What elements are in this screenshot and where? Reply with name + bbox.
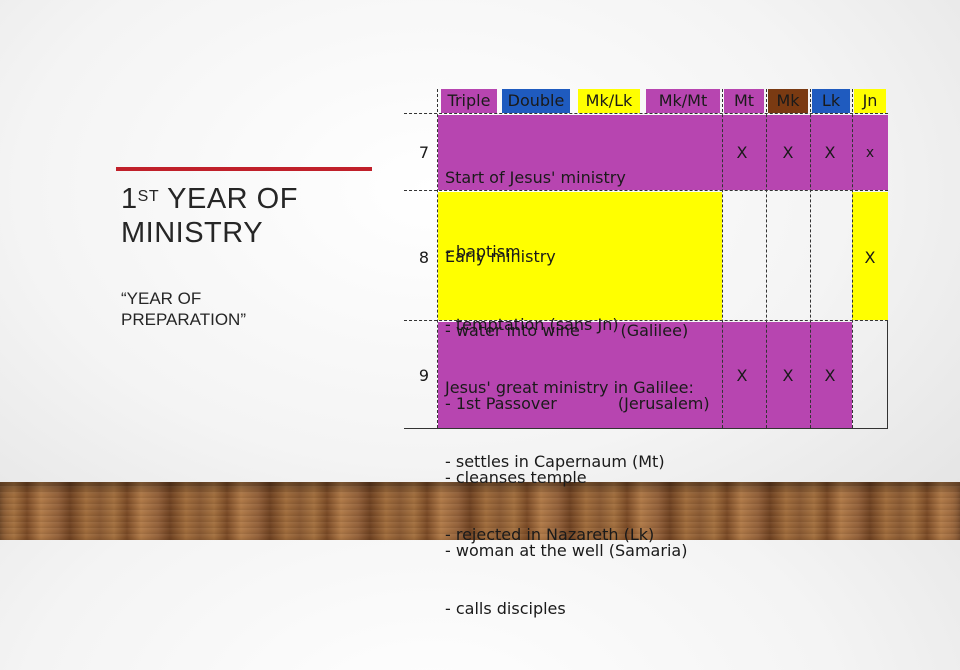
title-number: 1 bbox=[121, 183, 138, 215]
row-7-gospel-cells bbox=[722, 115, 888, 190]
grid-line-row-7-bottom bbox=[404, 190, 888, 191]
slide-subtitle: “YEAR OF PREPARATION” bbox=[121, 288, 246, 330]
header-double: Double bbox=[502, 89, 570, 113]
grid-line-col-mt bbox=[722, 89, 723, 428]
header-mk-mt: Mk/Mt bbox=[646, 89, 720, 113]
row-9-mk-mark: X bbox=[782, 366, 794, 385]
grid-line-header-bottom bbox=[404, 113, 888, 114]
row-7-mt-mark: X bbox=[736, 143, 748, 162]
row-9-lk-mark: X bbox=[824, 366, 836, 385]
row-7-jn-mark: x bbox=[865, 145, 875, 161]
grid-line-col-lk bbox=[810, 89, 811, 428]
row-9-mt-mark: X bbox=[736, 366, 748, 385]
title-line-2: MINISTRY bbox=[121, 217, 264, 249]
title-accent-rule bbox=[116, 167, 372, 171]
row-8-line-1: Early ministry bbox=[445, 247, 556, 266]
row-8-line-3: - 1st Passover (Jerusalem) bbox=[445, 394, 710, 413]
row-9-text: Jesus' great ministry in Galilee: - sett… bbox=[445, 327, 694, 670]
header-lk: Lk bbox=[812, 89, 850, 113]
row-8-line-4: - cleanses temple bbox=[445, 467, 587, 487]
title-line-1: YEAR OF bbox=[159, 183, 298, 215]
row-7-description-cell bbox=[438, 115, 722, 190]
header-jn: Jn bbox=[854, 89, 886, 113]
row-8-line-2: - water into wine (Galilee) bbox=[445, 320, 689, 340]
row-9-line-4: - calls disciples bbox=[445, 598, 566, 618]
row-7-line-3: - temptation (sans Jn) bbox=[445, 315, 619, 334]
slide-title: 1ST YEAR OF MINISTRY bbox=[121, 182, 298, 250]
gospel-harmony-table: Triple Double Mk/Lk Mk/Mt Mt Mk Lk Jn 7 … bbox=[404, 89, 888, 618]
row-7-line-1: Start of Jesus' ministry bbox=[445, 168, 626, 187]
row-8-jn-mark: X bbox=[864, 248, 876, 267]
grid-line-table-bottom bbox=[404, 428, 888, 429]
row-8-number: 8 bbox=[418, 248, 430, 267]
row-7-lk-mark: X bbox=[824, 143, 836, 162]
grid-line-col-number bbox=[437, 89, 438, 428]
wood-floor-decoration bbox=[0, 482, 960, 540]
row-9-line-1: Jesus' great ministry in Galilee: bbox=[445, 378, 694, 397]
header-triple: Triple bbox=[441, 89, 497, 113]
grid-line-col-mk bbox=[766, 89, 767, 428]
grid-line-col-jn bbox=[852, 89, 853, 428]
row-8-jn-cell bbox=[852, 192, 888, 320]
row-9-line-2: - settles in Capernaum (Mt) bbox=[445, 451, 665, 471]
grid-line-table-right bbox=[887, 320, 888, 428]
header-mt: Mt bbox=[724, 89, 764, 113]
subtitle-line-2: PREPARATION” bbox=[121, 310, 246, 329]
row-9-number: 9 bbox=[418, 366, 430, 385]
header-mk: Mk bbox=[768, 89, 808, 113]
row-7-text: Start of Jesus' ministry - baptism - tem… bbox=[445, 117, 626, 387]
row-7-number: 7 bbox=[418, 143, 430, 162]
subtitle-line-1: “YEAR OF bbox=[121, 289, 202, 308]
row-7-line-2: - baptism bbox=[445, 241, 521, 261]
title-ordinal-suffix: ST bbox=[137, 188, 160, 205]
row-9-line-3: - rejected in Nazareth (Lk) bbox=[445, 525, 655, 544]
row-8-description-cell bbox=[438, 192, 722, 320]
header-mk-lk: Mk/Lk bbox=[578, 89, 640, 113]
row-9-description-cell bbox=[438, 322, 722, 428]
grid-line-row-8-bottom bbox=[404, 320, 888, 321]
row-7-mk-mark: X bbox=[782, 143, 794, 162]
row-9-gospel-cells bbox=[722, 322, 852, 428]
